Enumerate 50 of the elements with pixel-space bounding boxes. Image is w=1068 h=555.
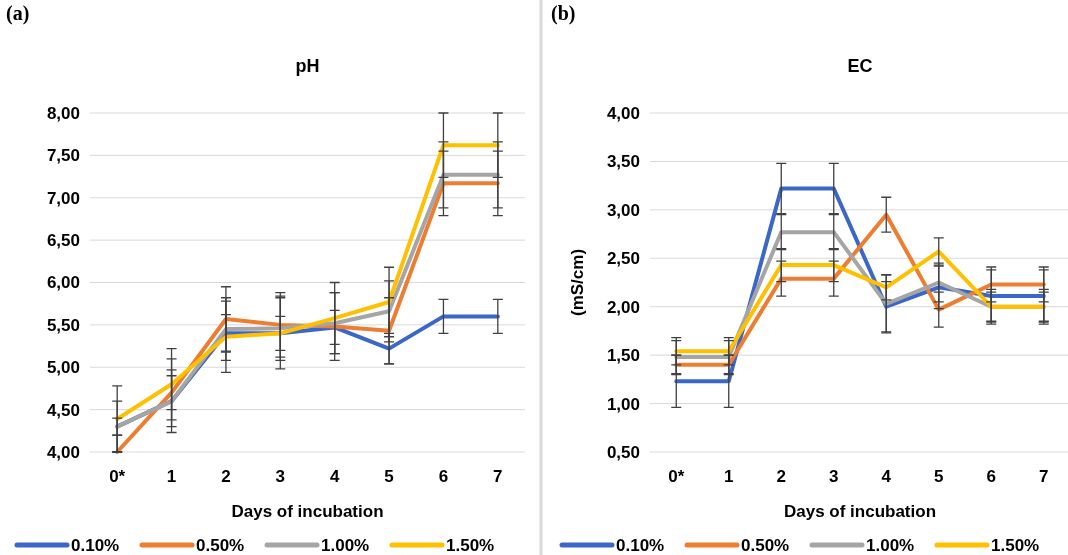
legend-label: 1.50% <box>991 535 1040 555</box>
x-tick-label: 5 <box>934 467 944 486</box>
legend-label: 0.50% <box>196 535 245 555</box>
y-tick-label: 6,00 <box>46 273 80 293</box>
y-tick-label: 3,00 <box>606 200 640 220</box>
chart-title: EC <box>847 56 873 76</box>
legend-label: 0.10% <box>71 535 120 555</box>
x-tick-label: 7 <box>1039 467 1049 486</box>
y-tick-label: 3,50 <box>606 152 640 172</box>
y-tick-label: 1,00 <box>606 394 640 414</box>
legend-label: 1.00% <box>866 535 915 555</box>
x-tick-label: 5 <box>384 467 394 486</box>
x-axis-title: Days of incubation <box>231 502 384 521</box>
x-tick-label: 2 <box>776 467 786 486</box>
chart-title: pH <box>295 56 320 76</box>
y-tick-label: 1,50 <box>606 346 640 366</box>
x-tick-label: 0* <box>109 467 126 486</box>
y-axis-title: (mS/cm) <box>568 248 587 317</box>
line-series <box>674 212 1046 367</box>
line-series <box>674 249 1046 354</box>
x-axis-title: Days of incubation <box>783 502 937 521</box>
x-tick-label: 2 <box>221 467 231 486</box>
legend-label: 1.00% <box>321 535 370 555</box>
y-tick-label: 0,50 <box>606 442 640 462</box>
y-tick-label: 7,00 <box>46 188 80 208</box>
x-tick-label: 4 <box>329 467 340 486</box>
x-tick-label: 1 <box>166 467 177 486</box>
x-tick-label: 6 <box>986 467 996 486</box>
legend-label: 1.50% <box>446 535 495 555</box>
x-tick-label: 6 <box>438 467 449 486</box>
x-tick-label: 4 <box>881 467 892 486</box>
x-tick-label: 7 <box>493 467 503 486</box>
y-tick-label: 2,50 <box>606 249 640 269</box>
text: (b) <box>551 2 576 25</box>
legend-label: 0.50% <box>741 535 790 555</box>
text: (a) <box>6 2 30 25</box>
x-tick-label: 3 <box>275 467 286 486</box>
y-tick-label: 8,00 <box>46 103 80 123</box>
legend-label: 0.10% <box>616 535 665 555</box>
y-tick-label: 5,00 <box>46 358 80 378</box>
y-tick-label: 2,00 <box>606 297 640 317</box>
y-tick-label: 4,50 <box>46 400 80 420</box>
y-tick-label: 4,00 <box>46 442 80 462</box>
x-tick-label: 1 <box>724 467 734 486</box>
x-tick-label: 3 <box>829 467 839 486</box>
y-tick-label: 7,50 <box>46 146 80 166</box>
y-tick-label: 4,00 <box>606 103 640 123</box>
y-tick-label: 6,50 <box>46 231 80 251</box>
x-tick-label: 0* <box>668 467 685 486</box>
y-tick-label: 5,50 <box>46 315 80 335</box>
